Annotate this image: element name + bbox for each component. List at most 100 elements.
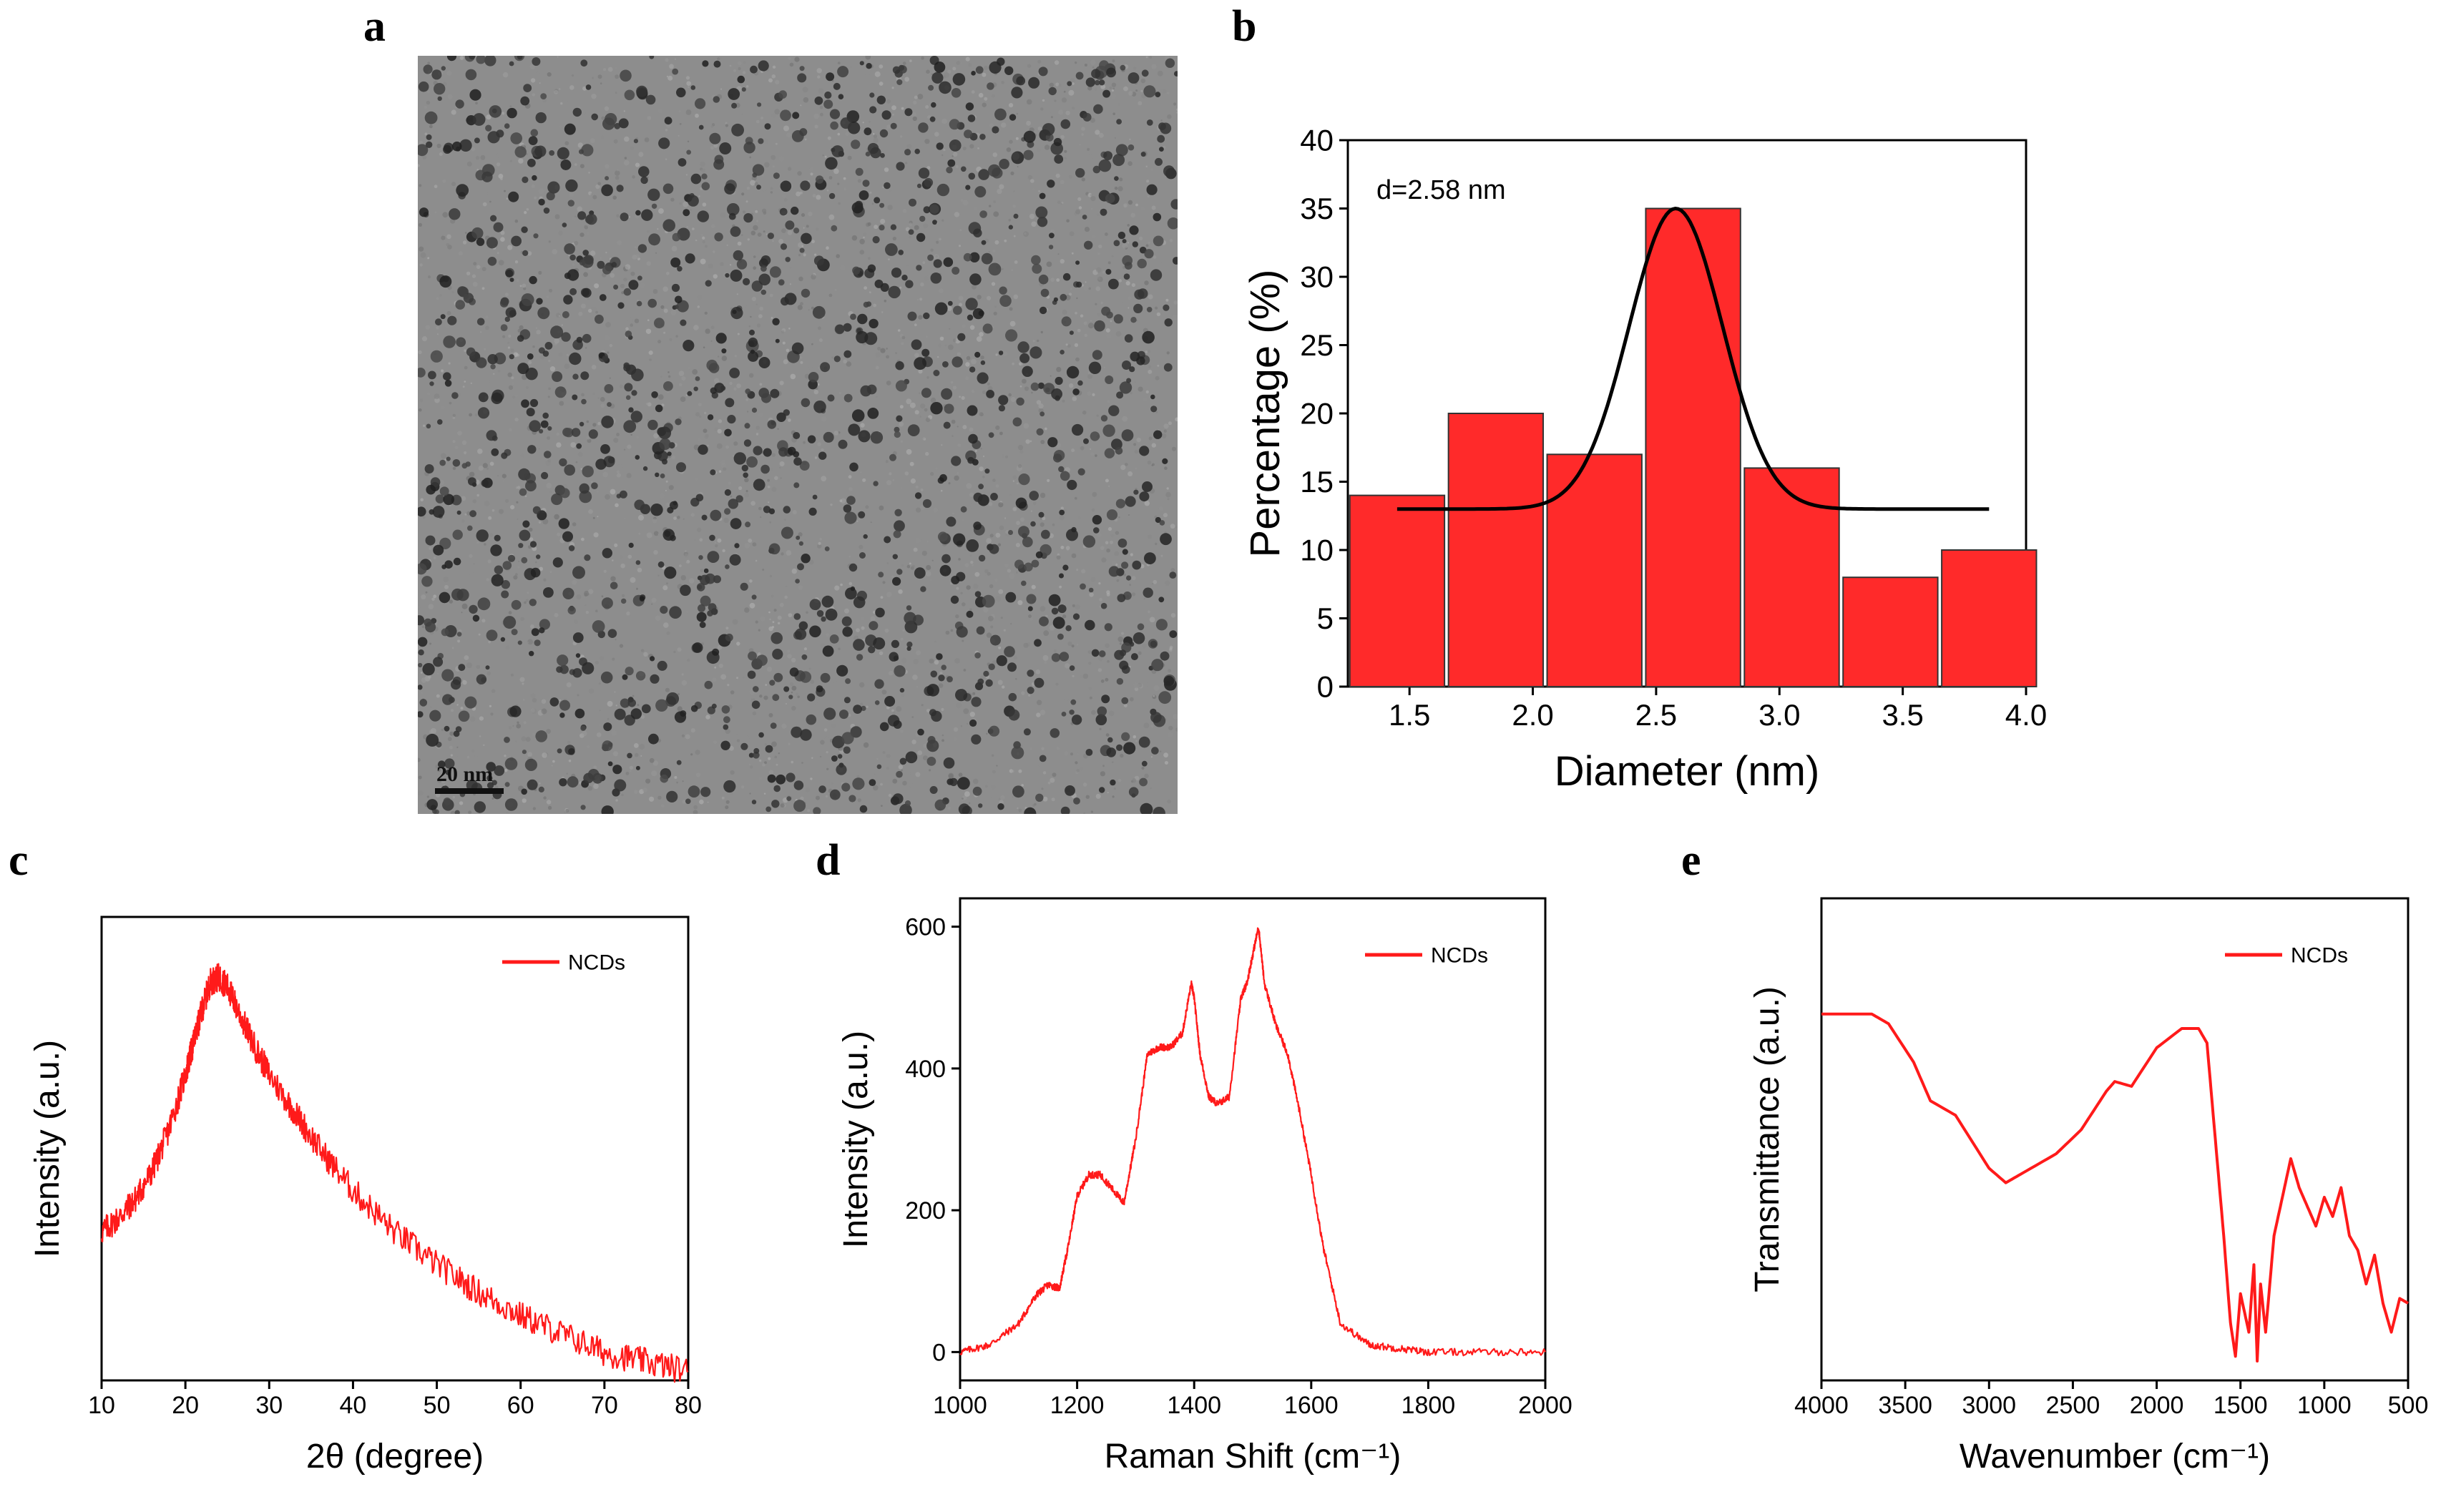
tem-grain xyxy=(1019,517,1024,522)
tem-grain xyxy=(1012,362,1014,365)
tem-grain xyxy=(917,94,924,100)
tem-grain xyxy=(1158,506,1163,511)
tem-grain xyxy=(892,113,895,116)
tem-grain xyxy=(789,62,794,67)
tem-grain xyxy=(549,366,556,372)
tem-grain xyxy=(614,278,619,283)
tem-grain xyxy=(519,677,525,682)
tem-grain xyxy=(522,682,524,685)
tem-grain xyxy=(935,467,938,470)
tem-grain xyxy=(736,383,741,388)
tem-grain xyxy=(1017,600,1023,606)
tem-grain xyxy=(962,519,964,521)
tem-grain xyxy=(808,667,811,670)
tem-grain xyxy=(523,699,525,701)
tem-grain xyxy=(1144,773,1149,778)
tem-grain xyxy=(632,175,635,179)
tem-grain xyxy=(955,165,959,168)
tem-grain xyxy=(700,569,703,572)
tem-grain xyxy=(510,505,515,510)
tem-grain xyxy=(657,394,664,400)
tem-grain xyxy=(436,672,439,674)
tem-grain xyxy=(582,111,586,115)
tem-grain xyxy=(849,65,852,68)
tem-grain xyxy=(791,657,796,663)
tem-grain xyxy=(674,776,677,779)
tem-grain xyxy=(698,195,700,197)
tem-grain xyxy=(692,369,698,375)
tem-grain xyxy=(486,114,491,120)
tem-grain xyxy=(995,532,1001,538)
tem-grain xyxy=(1163,752,1168,758)
tem-grain xyxy=(1042,771,1047,775)
tem-grain xyxy=(885,460,889,463)
tem-grain xyxy=(755,559,758,562)
tem-grain xyxy=(816,68,822,74)
tem-grain xyxy=(1111,89,1114,92)
tem-grain xyxy=(941,219,944,222)
tem-grain xyxy=(737,61,742,66)
tem-grain xyxy=(848,556,851,558)
tem-grain xyxy=(1094,87,1097,91)
tem-grain xyxy=(1111,82,1117,87)
tem-grain xyxy=(773,609,777,612)
tem-grain xyxy=(886,591,892,597)
tem-grain xyxy=(509,159,512,162)
tem-grain xyxy=(698,438,701,441)
tem-grain xyxy=(1117,186,1123,192)
tem-grain xyxy=(661,403,665,407)
tem-grain xyxy=(1135,488,1138,491)
tem-grain xyxy=(771,594,774,598)
tem-grain xyxy=(831,356,834,359)
tem-grain xyxy=(939,672,943,675)
tem-grain xyxy=(995,353,998,356)
tem-grain xyxy=(939,336,944,341)
tem-grain xyxy=(665,687,670,692)
tem-grain xyxy=(636,587,638,590)
tem-grain xyxy=(1168,725,1173,731)
tem-grain xyxy=(881,805,883,807)
tem-grain xyxy=(832,678,837,683)
tem-grain xyxy=(525,737,531,742)
tem-grain xyxy=(446,242,450,247)
tem-grain xyxy=(517,566,520,569)
tem-grain xyxy=(587,297,590,300)
tem-grain xyxy=(902,62,906,65)
tem-grain xyxy=(752,542,757,546)
nanodot xyxy=(946,676,953,682)
tem-grain xyxy=(662,286,668,293)
tem-grain xyxy=(962,425,967,430)
tem-grain xyxy=(801,296,804,300)
tem-grain xyxy=(944,344,947,347)
tem-grain xyxy=(681,734,685,737)
tem-grain xyxy=(1012,475,1017,479)
tem-grain xyxy=(725,728,730,735)
tem-grain xyxy=(441,728,444,732)
tem-grain xyxy=(546,800,552,805)
tem-grain xyxy=(1148,534,1153,539)
tem-grain xyxy=(1107,400,1110,403)
tem-grain xyxy=(695,772,701,777)
tem-grain xyxy=(1080,675,1083,678)
tem-grain xyxy=(426,100,431,105)
tem-grain xyxy=(953,152,958,157)
tem-grain xyxy=(963,708,969,715)
tem-grain xyxy=(900,730,904,733)
tem-grain xyxy=(1120,464,1126,471)
tem-grain xyxy=(547,396,550,398)
tem-grain xyxy=(556,442,562,448)
tem-grain xyxy=(1008,393,1012,397)
tem-grain xyxy=(464,349,466,353)
tem-grain xyxy=(792,403,796,407)
tem-grain xyxy=(941,444,943,446)
tem-grain xyxy=(814,456,818,459)
tem-grain xyxy=(811,757,813,759)
tem-grain xyxy=(459,801,464,805)
tem-grain xyxy=(538,270,542,275)
tem-grain xyxy=(469,554,473,559)
tem-grain xyxy=(875,352,881,358)
tem-grain xyxy=(681,376,686,381)
tem-grain xyxy=(789,682,794,687)
tem-grain xyxy=(803,441,806,444)
tem-grain xyxy=(554,514,559,520)
